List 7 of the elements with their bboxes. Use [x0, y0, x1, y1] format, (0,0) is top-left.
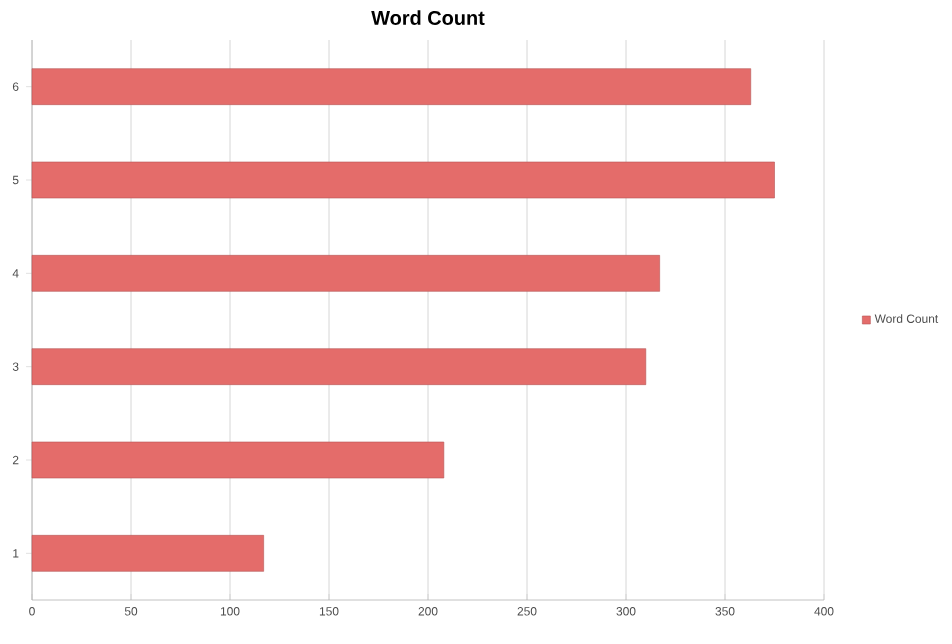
- bar: [31, 161, 775, 199]
- chart-title: Word Count: [371, 10, 485, 25]
- bar: [31, 348, 647, 385]
- bar: [31, 255, 660, 292]
- bar: [31, 441, 445, 479]
- bar: [31, 535, 264, 572]
- bar: [31, 68, 752, 105]
